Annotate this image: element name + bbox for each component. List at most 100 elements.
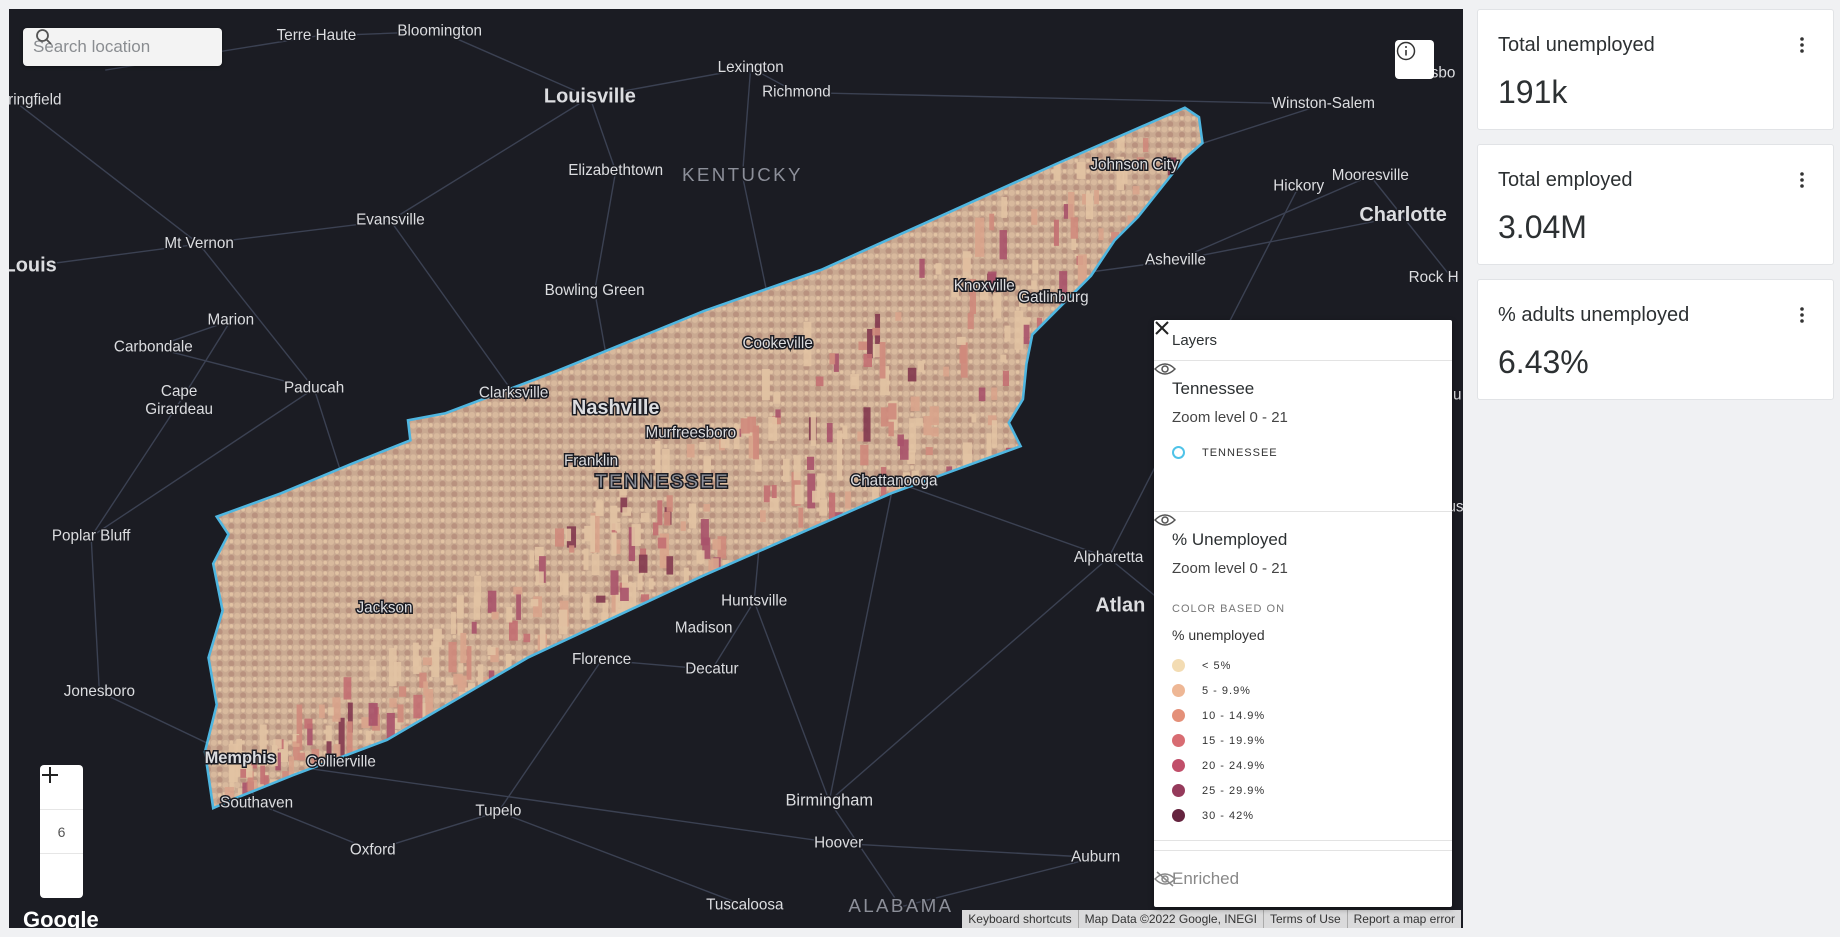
data-tower	[1081, 422, 1090, 437]
attribution-link[interactable]: Map Data ©2022 Google, INEGI	[1077, 910, 1263, 928]
data-tower	[1053, 160, 1061, 181]
data-tower	[1133, 420, 1140, 429]
attribution-link[interactable]: Terms of Use	[1262, 910, 1347, 928]
data-tower	[346, 721, 353, 769]
data-tower	[987, 415, 997, 426]
hidden-icon[interactable]	[1154, 871, 1176, 887]
data-tower	[392, 718, 401, 729]
map[interactable]: Terre Haute Bloomington Lexington Richmond L…	[9, 9, 1463, 928]
data-tower	[1043, 380, 1051, 390]
data-tower	[610, 570, 619, 595]
widget-menu[interactable]	[1799, 306, 1805, 324]
map-label: Johnson City	[1090, 156, 1178, 173]
data-tower	[712, 539, 721, 550]
data-tower	[631, 524, 641, 546]
search-box[interactable]: Search location	[23, 28, 222, 66]
widget-value: 3.04M	[1498, 209, 1587, 245]
legend-label: TENNESSEE	[1202, 446, 1278, 459]
data-tower	[548, 703, 558, 712]
data-tower	[680, 521, 686, 532]
data-tower	[251, 779, 257, 791]
data-tower	[566, 526, 577, 548]
data-tower	[867, 329, 873, 359]
data-tower	[686, 444, 695, 458]
map-label: Decatur	[685, 660, 738, 677]
data-tower	[590, 515, 596, 552]
data-tower	[666, 495, 673, 512]
data-tower	[444, 703, 454, 730]
data-tower	[433, 628, 442, 648]
data-tower	[361, 717, 371, 729]
layer-zoom: Zoom level 0 - 21	[1172, 409, 1288, 426]
map-label: Tuscaloosa	[706, 897, 784, 914]
visibility-icon[interactable]	[1154, 361, 1176, 377]
data-tower	[1136, 157, 1145, 170]
data-tower	[699, 442, 706, 450]
data-tower	[544, 657, 555, 669]
data-tower	[929, 406, 939, 426]
data-tower	[456, 595, 464, 619]
data-tower	[760, 510, 766, 523]
data-tower	[425, 689, 434, 721]
map-label: Cookeville	[743, 335, 813, 352]
data-tower	[648, 628, 654, 652]
widget-card: % adults unemployed 6.43%	[1477, 279, 1834, 400]
data-tower	[754, 457, 762, 472]
visibility-icon[interactable]	[1154, 512, 1176, 528]
map-label: Asheville	[1145, 252, 1206, 269]
legend-item: 30 - 42%	[1172, 803, 1434, 828]
map-label: Oxford	[350, 841, 396, 858]
data-tower	[1078, 414, 1085, 422]
data-tower	[569, 545, 575, 553]
data-tower	[640, 513, 650, 523]
map-label: Memphis	[205, 749, 276, 767]
widget-menu[interactable]	[1799, 36, 1805, 54]
map-label: Girardeau	[145, 401, 213, 418]
data-tower	[1149, 281, 1156, 291]
data-tower	[1130, 420, 1140, 453]
data-tower	[1040, 348, 1049, 356]
data-tower	[487, 646, 496, 656]
widget-menu[interactable]	[1799, 171, 1805, 189]
data-tower	[539, 556, 546, 583]
map-label: Tupelo	[475, 803, 521, 820]
data-tower	[620, 587, 629, 601]
data-tower	[622, 507, 632, 516]
data-tower	[1002, 370, 1009, 387]
search-placeholder: Search location	[33, 37, 151, 56]
data-tower	[652, 607, 660, 623]
data-tower	[1132, 186, 1140, 195]
data-tower	[640, 548, 647, 557]
zoom-out[interactable]	[40, 774, 83, 898]
data-tower	[471, 621, 477, 634]
close-button[interactable]	[1154, 320, 1170, 336]
map-label: TENNESSEE	[595, 471, 730, 492]
info-button[interactable]	[1395, 40, 1434, 79]
data-tower	[931, 427, 939, 437]
data-tower	[658, 606, 668, 615]
attribution-link[interactable]: Report a map error	[1346, 910, 1461, 928]
data-tower	[778, 549, 785, 582]
data-tower	[535, 571, 544, 585]
eye-pupil	[1161, 516, 1169, 524]
data-tower	[1128, 423, 1136, 461]
attribution-link[interactable]: Keyboard shortcuts	[968, 912, 1072, 926]
data-tower	[610, 505, 618, 531]
data-tower	[399, 686, 407, 697]
layers-header: Layers	[1154, 320, 1452, 361]
data-tower	[225, 822, 230, 829]
data-tower	[872, 478, 879, 516]
data-tower	[1087, 431, 1096, 449]
data-tower	[1171, 201, 1180, 214]
data-tower	[365, 731, 372, 744]
data-tower	[1167, 157, 1177, 176]
data-tower	[236, 738, 243, 777]
data-tower	[1073, 306, 1083, 317]
menu-dot	[1800, 172, 1804, 176]
legend-swatch	[1172, 659, 1185, 672]
data-tower	[912, 528, 921, 574]
data-tower	[523, 661, 532, 673]
data-tower	[880, 366, 890, 396]
data-tower	[1011, 477, 1019, 486]
data-tower	[638, 554, 648, 573]
